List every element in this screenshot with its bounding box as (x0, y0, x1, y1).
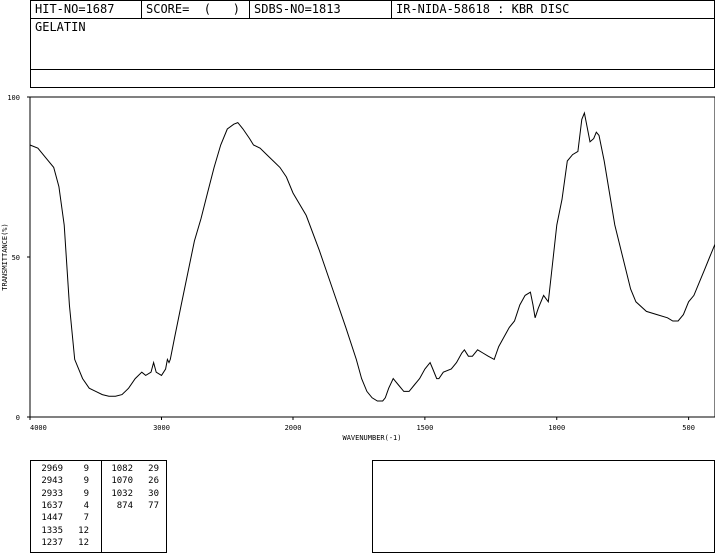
peak-transmittance: 9 (83, 476, 89, 487)
peak-wavenumber: 1237 (41, 537, 63, 548)
peak-transmittance: 9 (83, 464, 89, 474)
peak-table-rows: 2969 9 2943 9 2933 9 1637 4 1447 7 1335 12 1237 12 108… (31, 463, 166, 553)
name-divider (31, 69, 714, 70)
x-axis-label: WAVENUMBER(-1) (342, 434, 401, 442)
peak-wavenumber: 1637 (41, 500, 63, 511)
x-axis-ticks: 4000 3000 2000 1500 1000 500 (29, 417, 695, 432)
peak-transmittance: 77 (148, 500, 159, 511)
hit-no-label: HIT-NO=1687 (31, 1, 142, 18)
peak-transmittance: 7 (83, 513, 89, 524)
y-axis-ticks: 0 50 100 (7, 94, 30, 422)
x-tick-label: 4000 (30, 424, 47, 432)
header-divider (31, 18, 714, 19)
peak-transmittance: 29 (148, 464, 159, 474)
peak-wavenumber: 1082 (111, 464, 133, 474)
y-tick-label: 0 (16, 414, 20, 422)
peak-table-divider (101, 461, 102, 552)
x-tick-label: 1000 (548, 424, 565, 432)
peak-transmittance: 30 (148, 488, 159, 499)
info-box: HIT-NO=1687 SCORE= ( ) SDBS-NO=1813 IR-N… (30, 0, 715, 88)
peak-transmittance: 9 (83, 488, 89, 499)
peak-wavenumber: 2943 (41, 476, 63, 487)
ir-code-label: IR-NIDA-58618 : KBR DISC (396, 2, 570, 16)
peak-transmittance: 4 (83, 500, 89, 511)
peak-transmittance: 26 (148, 476, 159, 487)
peak-transmittance: 12 (78, 537, 89, 548)
y-tick-label: 100 (7, 94, 20, 102)
peak-wavenumber: 1070 (111, 476, 133, 487)
ir-spectrum-chart: 4000 3000 2000 1500 1000 500 0 50 100 WAVENUMBE… (1, 94, 715, 442)
y-axis-label: TRANSMITTANCE(%) (1, 223, 9, 290)
x-tick-label: 500 (682, 424, 695, 432)
peak-wavenumber: 1032 (111, 488, 133, 499)
peak-wavenumber: 1335 (41, 525, 63, 536)
peak-wavenumber: 2969 (41, 464, 63, 474)
notes-box (372, 460, 715, 553)
peak-transmittance: 12 (78, 525, 89, 536)
plot-frame (29, 96, 715, 418)
compound-name: GELATIN (35, 20, 86, 34)
peak-table: 2969 9 2943 9 2933 9 1637 4 1447 7 1335 12 1237 12 108… (30, 460, 167, 553)
peak-wavenumber: 1447 (41, 513, 63, 524)
score-label: SCORE= ( ) (142, 1, 250, 18)
x-tick-label: 1500 (416, 424, 433, 432)
x-tick-label: 3000 (153, 424, 170, 432)
x-tick-label: 2000 (285, 424, 302, 432)
peak-wavenumber: 874 (116, 500, 133, 511)
spectrum-line (29, 111, 715, 402)
y-tick-label: 50 (12, 254, 20, 262)
peak-wavenumber: 2933 (41, 488, 63, 499)
sdbs-no-label: SDBS-NO=1813 (250, 1, 392, 18)
